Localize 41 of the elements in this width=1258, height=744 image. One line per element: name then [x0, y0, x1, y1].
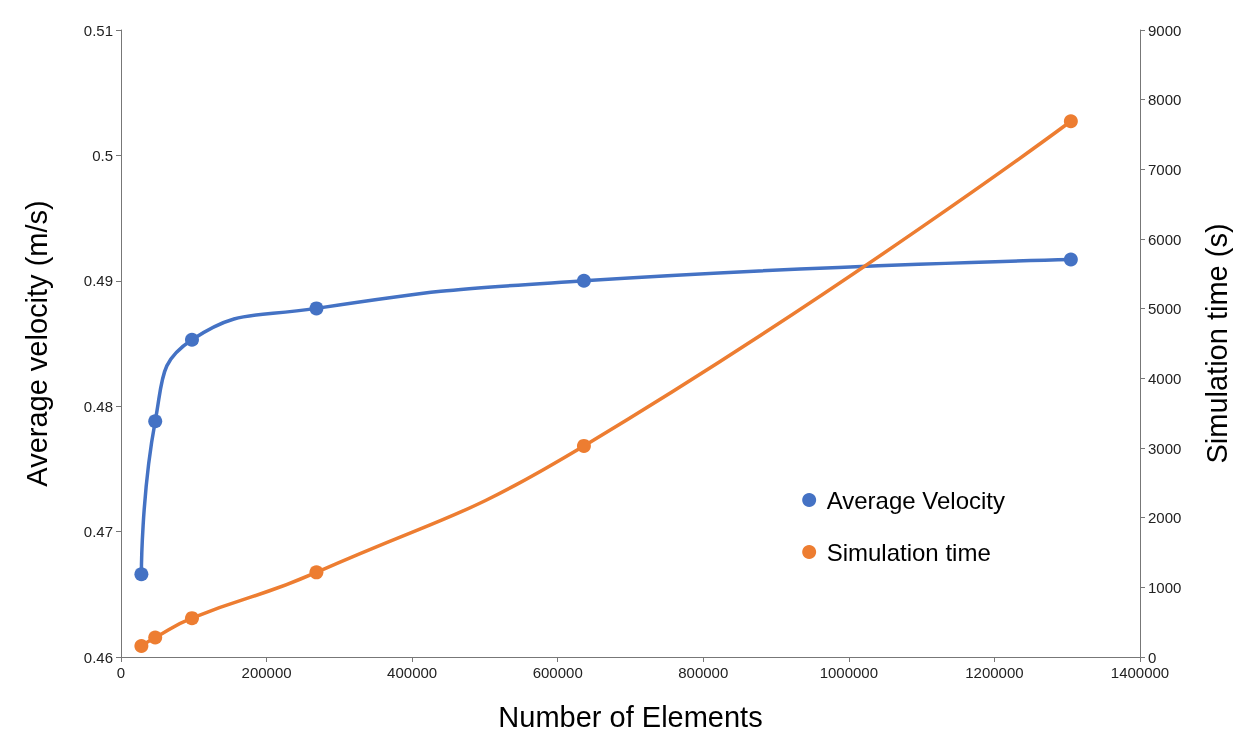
y-tick-label: 0.51 [83, 21, 113, 39]
y2-tick-label: 1000 [1148, 578, 1182, 596]
x-tick-label: 1400000 [1110, 664, 1170, 681]
x-tick-label: 0 [116, 664, 126, 681]
point [148, 414, 163, 429]
y-tick-label: 0.49 [83, 272, 113, 290]
point [148, 630, 163, 645]
x-tick-label: 1000000 [819, 664, 879, 681]
y2-tick-label: 5000 [1148, 300, 1182, 318]
y2-tick-label: 4000 [1148, 369, 1182, 387]
y2-tick-label: 2000 [1148, 509, 1182, 527]
x-tick-label: 800000 [678, 664, 729, 681]
y-tick-label: 0.48 [83, 397, 113, 415]
x-tick-label: 600000 [532, 664, 583, 681]
y2-tick-label: 0 [1148, 648, 1157, 666]
y2-tick-label: 6000 [1148, 230, 1182, 248]
point [1063, 114, 1078, 129]
legend-label: Simulation time [826, 538, 991, 566]
point [184, 332, 199, 347]
y2-tick-label: 3000 [1148, 439, 1182, 457]
y2-tick-label: 7000 [1148, 160, 1182, 178]
y2-tick-label: 8000 [1148, 91, 1182, 109]
point [309, 565, 324, 580]
x-axis-title: Number of Elements [498, 700, 763, 733]
legend-label: Average Velocity [826, 486, 1006, 514]
point [576, 438, 591, 453]
point [309, 301, 324, 316]
y-tick-label: 0.5 [92, 146, 113, 164]
x-tick-label: 400000 [387, 664, 438, 681]
y2-axis-title: Simulation time (s) [1200, 223, 1233, 464]
y2-tick-label: 9000 [1148, 21, 1182, 39]
point [576, 273, 591, 288]
x-tick-label: 1200000 [965, 664, 1024, 681]
point [134, 639, 149, 653]
x-tick-label: 200000 [241, 664, 292, 681]
point [134, 567, 149, 582]
y-axis-title: Average velocity (m/s) [20, 200, 53, 487]
y-tick-label: 0.47 [83, 523, 113, 541]
y-tick-label: 0.46 [83, 648, 113, 666]
point [184, 611, 199, 626]
point [1063, 252, 1078, 267]
